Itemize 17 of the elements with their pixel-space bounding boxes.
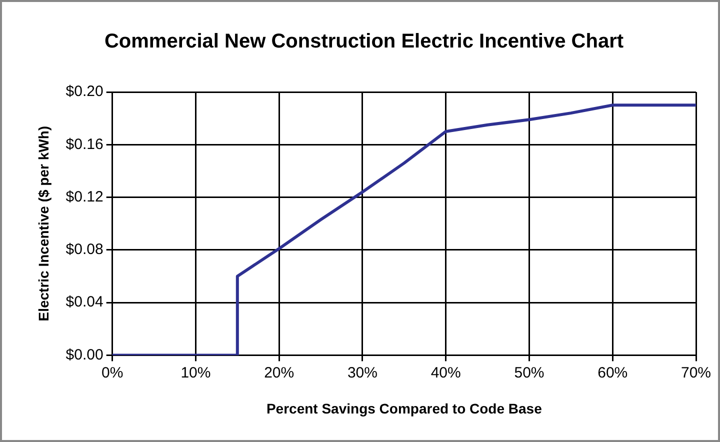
y-tick-label: $0.20 [66,83,104,100]
x-tick-label: 60% [598,364,628,382]
x-tick-label: 0% [101,364,124,382]
x-axis-title: Percent Savings Compared to Code Base [266,400,542,416]
chart-title: Commercial New Construction Electric Incentive Chart [104,30,624,53]
x-tick-label: 70% [680,364,712,382]
y-tick-label: $0.12 [66,188,104,206]
x-tick-label: 40% [430,364,461,382]
x-tick-label: 20% [264,364,294,382]
y-tick-label: $0.08 [66,241,104,258]
x-tick-label: 10% [180,364,211,382]
y-tick-label: $0.00 [66,346,104,364]
y-axis-title: Electric Incentive ($ per kWh) [35,126,52,322]
x-tick-label: 50% [514,364,544,382]
y-tick-label: $0.16 [66,136,104,153]
y-tick-label: $0.04 [66,294,104,311]
x-tick-label: 30% [347,364,378,382]
